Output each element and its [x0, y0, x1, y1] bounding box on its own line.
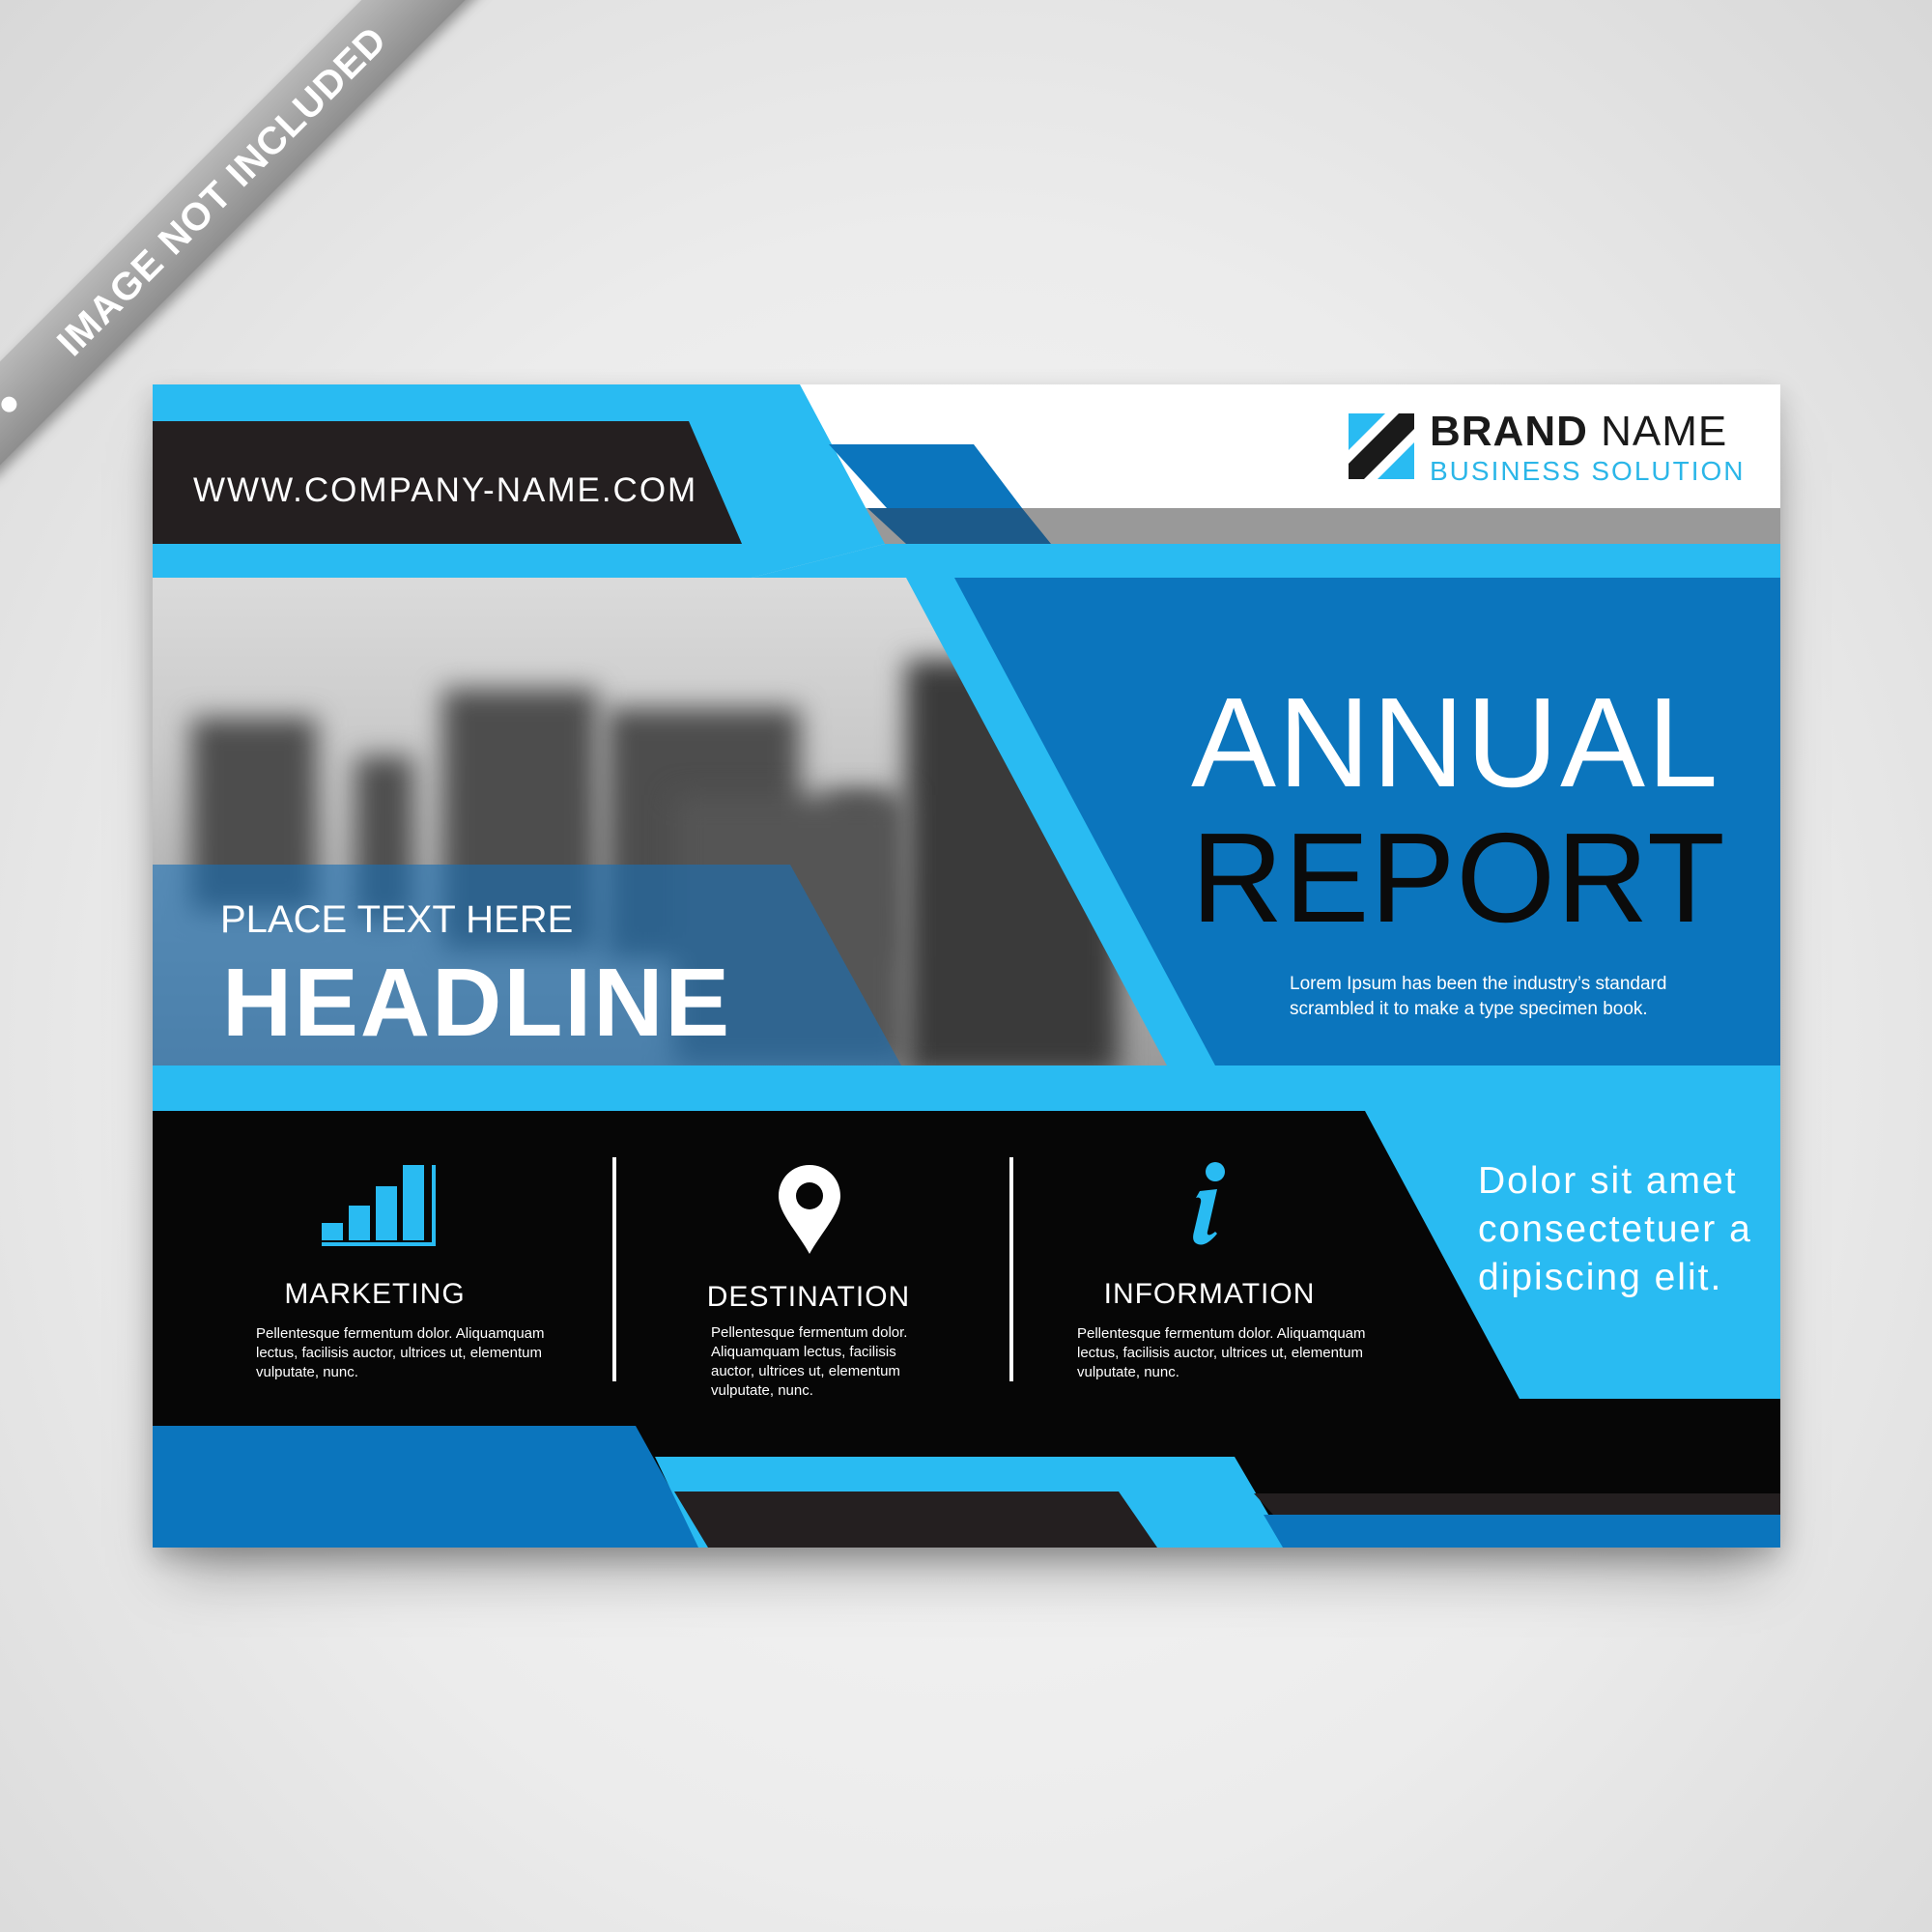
feature-desc-line: lectus, facilisis auctor, ultrices ut, e… — [256, 1345, 542, 1361]
feature-desc-line: Pellentesque fermentum dolor. Aliquamqua… — [1077, 1325, 1366, 1342]
feature-title-destination: DESTINATION — [706, 1281, 911, 1313]
column-divider — [1009, 1157, 1013, 1381]
info-icon — [1193, 1162, 1225, 1245]
feature-desc-line: auctor, ultrices ut, elementum — [711, 1363, 900, 1379]
feature-desc-line: Pellentesque fermentum dolor. Aliquamqua… — [256, 1325, 545, 1342]
feature-desc-information: Pellentesque fermentum dolor. Aliquamqua… — [1077, 1324, 1406, 1382]
flyer: WWW.COMPANY-NAME.COM BRAND NAME BUSINESS… — [153, 384, 1780, 1548]
feature-desc-marketing: Pellentesque fermentum dolor. Aliquamqua… — [256, 1324, 584, 1382]
hero-description-line1: Lorem Ipsum has been the industry’s stan… — [1290, 974, 1667, 994]
flyer-shapes — [153, 384, 1780, 1548]
feature-desc-line: lectus, facilisis auctor, ultrices ut, e… — [1077, 1345, 1363, 1361]
ribbon-dot — [0, 393, 20, 415]
column-divider — [612, 1157, 616, 1381]
hero-description: Lorem Ipsum has been the industry’s stan… — [1290, 972, 1666, 1022]
photo-headline: HEADLINE — [222, 949, 732, 1057]
brand-name-bold: BRAND — [1430, 408, 1588, 455]
hero-title-line1: ANNUAL — [1191, 671, 1720, 813]
brand-logo-icon — [1349, 413, 1414, 479]
feature-desc-line: vulputate, nunc. — [711, 1382, 813, 1399]
website-url[interactable]: WWW.COMPANY-NAME.COM — [193, 471, 698, 509]
side-note-line: Dolor sit amet — [1478, 1160, 1738, 1202]
feature-desc-line: Aliquamquam lectus, facilisis — [711, 1344, 896, 1360]
feature-desc-destination: Pellentesque fermentum dolor. Aliquamqua… — [711, 1323, 962, 1401]
brand-name-light: NAME — [1601, 408, 1728, 455]
hero-title-line2: REPORT — [1191, 807, 1726, 949]
side-note-line: dipiscing elit. — [1478, 1257, 1723, 1298]
ribbon-text: IMAGE NOT INCLUDED — [48, 17, 395, 364]
hero-description-line2: scrambled it to make a type specimen boo… — [1290, 999, 1648, 1019]
feature-desc-line: vulputate, nunc. — [256, 1364, 358, 1380]
feature-desc-line: vulputate, nunc. — [1077, 1364, 1179, 1380]
location-pin-icon — [779, 1165, 840, 1254]
photo-subtitle: PLACE TEXT HERE — [220, 898, 574, 941]
side-note-line: consectetuer a — [1478, 1208, 1752, 1250]
brand-name: BRAND NAME — [1430, 408, 1727, 456]
brand-tagline: BUSINESS SOLUTION — [1430, 456, 1746, 486]
feature-desc-line: Pellentesque fermentum dolor. — [711, 1324, 908, 1341]
feature-title-information: INFORMATION — [1103, 1278, 1316, 1310]
feature-title-marketing: MARKETING — [284, 1278, 466, 1310]
side-note: Dolor sit amet consectetuer a dipiscing … — [1478, 1157, 1752, 1302]
bar-chart-icon — [322, 1165, 436, 1246]
